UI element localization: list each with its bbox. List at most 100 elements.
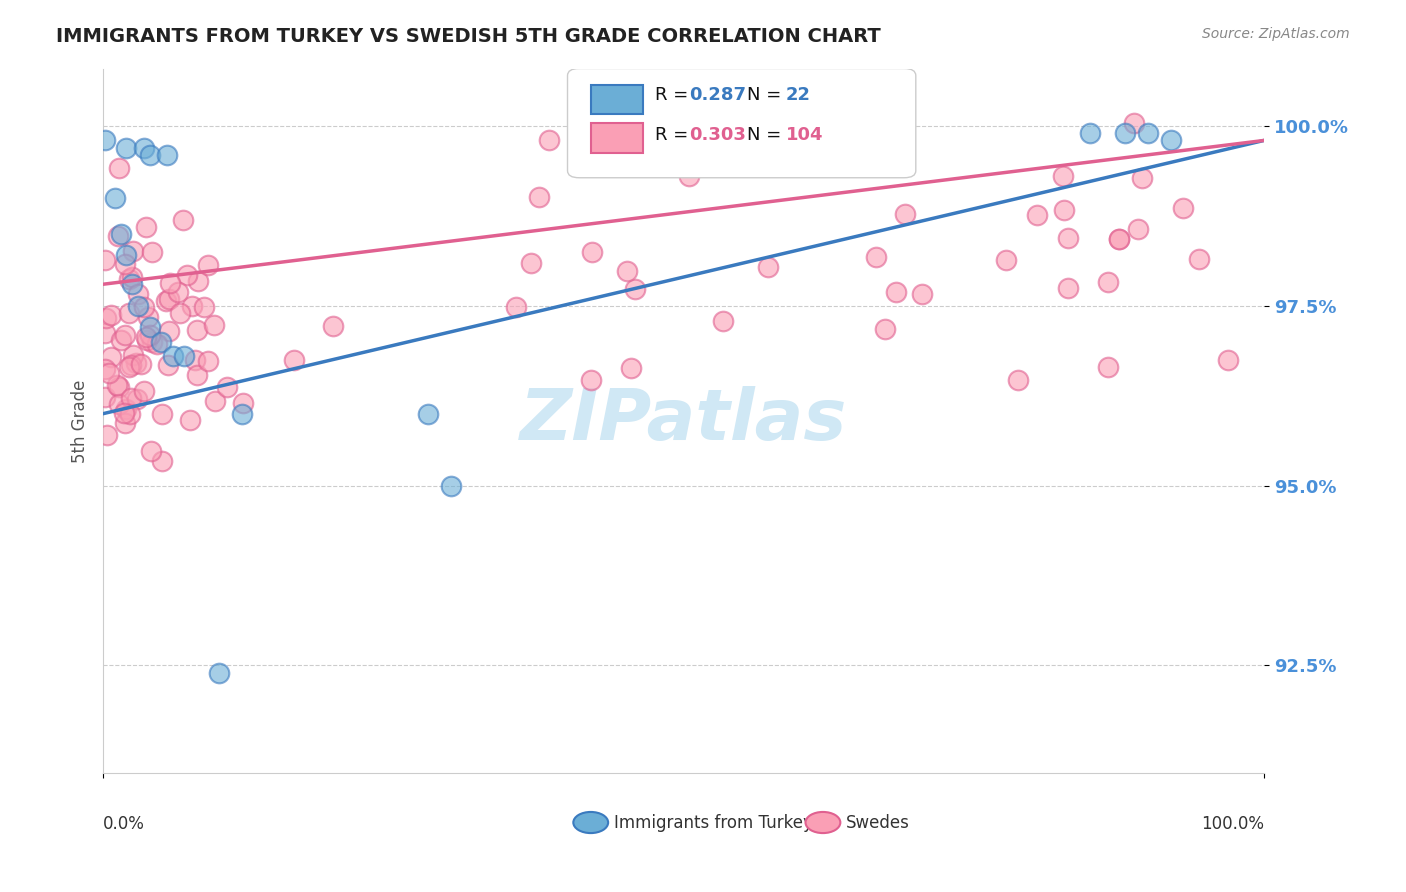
Immigrants from Turkey	[110, 227, 132, 241]
Swedes	[135, 220, 157, 235]
Swedes	[172, 213, 194, 227]
Swedes	[122, 348, 145, 362]
Swedes	[197, 258, 219, 272]
Swedes	[176, 268, 198, 282]
Swedes	[107, 161, 129, 175]
Swedes	[1025, 208, 1047, 222]
Immigrants from Turkey	[127, 299, 149, 313]
Text: 0.287: 0.287	[689, 87, 747, 104]
Immigrants from Turkey	[1078, 126, 1101, 140]
Swedes	[94, 390, 117, 404]
Swedes	[110, 334, 132, 348]
Immigrants from Turkey	[94, 133, 117, 147]
Immigrants from Turkey	[1160, 133, 1182, 147]
Swedes	[127, 286, 149, 301]
Swedes	[1188, 252, 1211, 266]
Text: R =: R =	[655, 127, 693, 145]
Swedes	[120, 358, 142, 372]
Text: 104: 104	[786, 127, 824, 145]
Swedes	[93, 361, 115, 376]
Swedes	[150, 407, 173, 421]
Immigrants from Turkey	[418, 407, 440, 421]
Swedes	[678, 169, 700, 184]
Swedes	[1097, 359, 1119, 374]
Swedes	[322, 318, 344, 333]
Immigrants from Turkey	[115, 248, 138, 262]
Swedes	[537, 133, 560, 147]
Swedes	[139, 327, 162, 342]
Swedes	[527, 190, 550, 204]
Swedes	[114, 257, 136, 271]
Text: N =: N =	[748, 127, 787, 145]
Swedes	[136, 310, 159, 324]
Swedes	[122, 244, 145, 258]
Swedes	[121, 270, 143, 285]
Swedes	[112, 406, 135, 420]
Swedes	[150, 453, 173, 467]
Swedes	[141, 444, 163, 458]
Text: Swedes: Swedes	[846, 814, 910, 831]
Swedes	[141, 334, 163, 349]
Swedes	[114, 327, 136, 342]
Swedes	[217, 379, 239, 393]
Swedes	[884, 285, 907, 299]
Swedes	[204, 393, 226, 408]
Swedes	[96, 311, 118, 326]
Swedes	[145, 336, 167, 351]
Swedes	[157, 292, 180, 306]
Swedes	[107, 228, 129, 243]
Swedes	[505, 300, 527, 314]
Swedes	[184, 352, 207, 367]
Swedes	[167, 285, 190, 300]
Text: IMMIGRANTS FROM TURKEY VS SWEDISH 5TH GRADE CORRELATION CHART: IMMIGRANTS FROM TURKEY VS SWEDISH 5TH GR…	[56, 27, 882, 45]
Swedes	[118, 359, 141, 374]
Swedes	[187, 274, 209, 288]
FancyBboxPatch shape	[591, 85, 643, 114]
Swedes	[155, 293, 177, 308]
Swedes	[117, 306, 139, 320]
Swedes	[159, 325, 181, 339]
Immigrants from Turkey	[1114, 126, 1136, 140]
Immigrants from Turkey	[115, 140, 138, 154]
Swedes	[616, 264, 638, 278]
Swedes	[1173, 201, 1195, 215]
FancyBboxPatch shape	[568, 69, 915, 178]
Immigrants from Turkey	[138, 148, 160, 162]
Swedes	[894, 207, 917, 221]
Swedes	[865, 250, 887, 264]
Swedes	[1108, 232, 1130, 246]
Immigrants from Turkey	[1137, 126, 1160, 140]
Immigrants from Turkey	[138, 320, 160, 334]
Swedes	[97, 366, 120, 380]
Swedes	[169, 306, 191, 320]
Immigrants from Turkey	[231, 407, 253, 421]
Swedes	[197, 354, 219, 368]
Immigrants from Turkey	[104, 191, 127, 205]
Swedes	[129, 357, 152, 371]
Swedes	[1057, 281, 1080, 295]
Swedes	[1108, 232, 1130, 246]
Swedes	[186, 323, 208, 337]
Immigrants from Turkey	[162, 349, 184, 363]
Immigrants from Turkey	[132, 140, 155, 154]
Swedes	[1007, 373, 1029, 387]
Text: R =: R =	[655, 87, 693, 104]
Swedes	[1132, 171, 1154, 186]
Text: Immigrants from Turkey: Immigrants from Turkey	[614, 814, 813, 831]
Swedes	[581, 244, 603, 259]
Swedes	[1053, 202, 1076, 217]
Swedes	[1052, 169, 1074, 184]
Text: 0.0%: 0.0%	[103, 815, 145, 833]
Swedes	[157, 358, 180, 372]
Swedes	[96, 428, 118, 442]
Swedes	[118, 407, 141, 421]
Swedes	[107, 380, 129, 394]
Text: ZIPatlas: ZIPatlas	[520, 386, 848, 455]
Swedes	[134, 384, 156, 398]
Circle shape	[806, 812, 841, 833]
Swedes	[125, 392, 148, 407]
Swedes	[179, 413, 201, 427]
Text: N =: N =	[748, 87, 787, 104]
Swedes	[135, 330, 157, 344]
Swedes	[1122, 116, 1144, 130]
